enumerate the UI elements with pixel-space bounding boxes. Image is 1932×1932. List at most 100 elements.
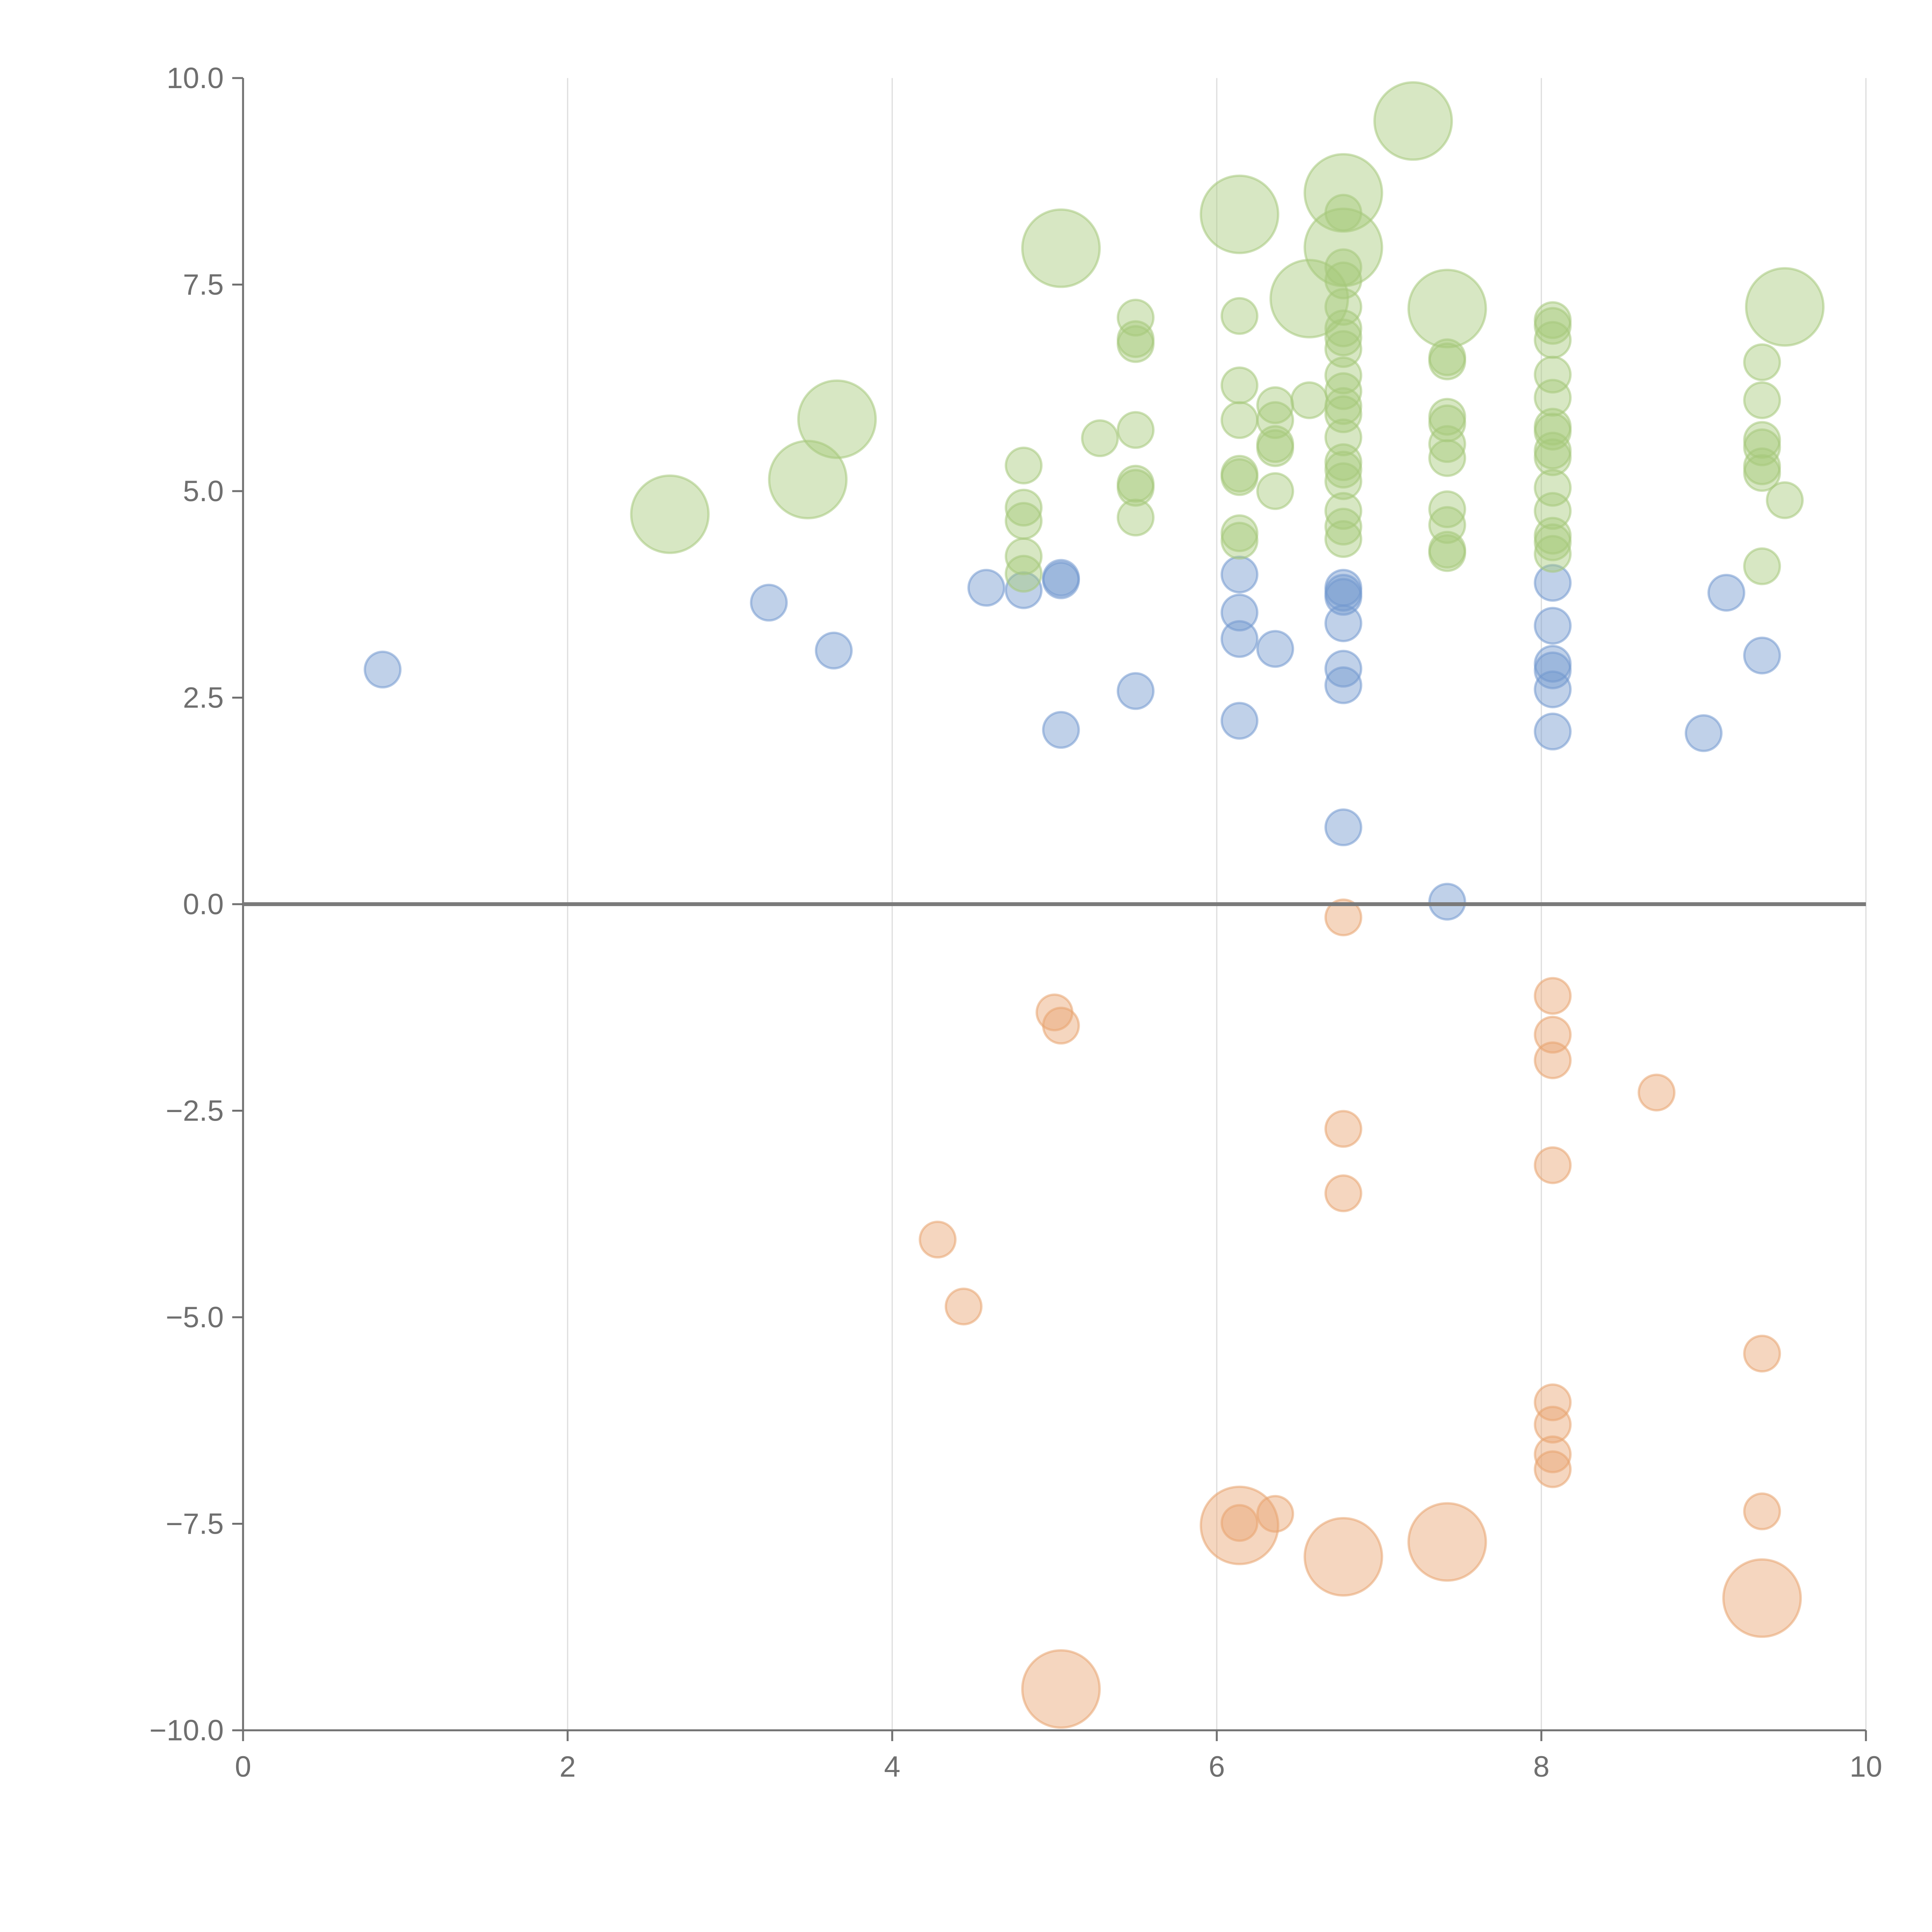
data-point [1117, 498, 1155, 537]
data-point [1324, 194, 1362, 232]
y-tick-label: 10.0 [167, 62, 224, 95]
data-point [1081, 419, 1119, 457]
data-point [1005, 502, 1043, 540]
data-point [1766, 481, 1804, 519]
data-point [1534, 564, 1572, 602]
y-tick-label: −7.5 [166, 1508, 224, 1541]
y-tick-label: 5.0 [183, 475, 224, 508]
data-point [1042, 1007, 1080, 1045]
data-point [1256, 429, 1294, 467]
data-point [1324, 309, 1362, 347]
data-point [768, 440, 848, 520]
data-point [1220, 1504, 1259, 1542]
data-point [815, 631, 853, 670]
y-tick-label: −2.5 [166, 1095, 224, 1128]
data-point [944, 1287, 983, 1326]
data-point [1373, 81, 1453, 161]
y-tick-label: 7.5 [183, 269, 224, 301]
bubble-layer [364, 81, 1825, 1729]
data-point [1021, 208, 1101, 288]
data-point [1534, 1015, 1572, 1054]
data-point [1117, 299, 1155, 337]
data-point [1324, 507, 1362, 546]
data-point [1743, 547, 1781, 585]
data-point [1021, 1649, 1101, 1729]
data-point [1324, 387, 1362, 425]
data-point [1324, 808, 1362, 847]
data-point [1534, 535, 1572, 573]
data-point [1534, 1435, 1572, 1473]
data-point [1707, 573, 1745, 612]
data-point [1324, 462, 1362, 500]
data-point [1005, 571, 1043, 609]
data-point [1199, 174, 1279, 254]
data-point [1745, 267, 1825, 347]
data-point [1220, 702, 1259, 740]
data-point [1534, 1146, 1572, 1184]
data-point [1256, 472, 1294, 510]
x-tick-label: 4 [884, 1750, 900, 1783]
y-tick-label: 2.5 [183, 682, 224, 714]
data-point [1324, 356, 1362, 395]
data-point [1534, 1383, 1572, 1422]
data-point [1534, 1450, 1572, 1488]
data-point [1324, 573, 1362, 612]
data-point [1117, 411, 1155, 449]
data-point [630, 474, 710, 554]
axes: 10.0 7.5 5.0 2.5 0.0 −2.5 −5.0 −7.5 −10.0 0 2 4 6 8 10 [150, 62, 1883, 1783]
data-point [1303, 1517, 1383, 1597]
data-point [1220, 366, 1259, 405]
data-point [1117, 469, 1155, 507]
data-point [1743, 1335, 1781, 1373]
data-point [1428, 883, 1466, 921]
x-tick-label: 10 [1850, 1750, 1883, 1783]
data-point [1220, 522, 1259, 560]
data-point [1534, 977, 1572, 1015]
data-point [1324, 520, 1362, 558]
data-point [797, 379, 877, 459]
data-point [1324, 288, 1362, 326]
data-point [1324, 330, 1362, 368]
data-point [1042, 559, 1080, 597]
data-point [1534, 1405, 1572, 1444]
data-point [1534, 1041, 1572, 1080]
data-point [1005, 554, 1043, 593]
data-point [1534, 438, 1572, 476]
data-point [1324, 261, 1362, 299]
data-point [918, 1221, 957, 1259]
data-point [1117, 325, 1155, 363]
data-point [1324, 451, 1362, 489]
data-point [1005, 488, 1043, 527]
data-point [1743, 636, 1781, 675]
data-point [364, 650, 402, 689]
data-point [1407, 269, 1487, 349]
data-point [1534, 307, 1572, 345]
data-point [1005, 446, 1043, 485]
data-point [1324, 604, 1362, 643]
y-tick-label: −5.0 [166, 1301, 224, 1334]
data-point [1324, 666, 1362, 704]
data-point [1534, 607, 1572, 645]
data-point [1324, 318, 1362, 357]
data-point [1743, 454, 1781, 492]
data-point [1428, 439, 1466, 477]
data-point [1042, 711, 1080, 749]
data-point [1534, 523, 1572, 561]
data-point [1428, 425, 1466, 463]
data-point [1324, 1174, 1362, 1213]
data-point [1428, 534, 1466, 572]
data-point [1743, 428, 1781, 466]
data-point [1324, 492, 1362, 530]
x-tick-label: 2 [560, 1750, 576, 1783]
data-point [1324, 1110, 1362, 1148]
data-point [1743, 1492, 1781, 1531]
data-point [1428, 342, 1466, 381]
data-point [1743, 381, 1781, 419]
data-point [1534, 651, 1572, 689]
data-point [1722, 1558, 1802, 1638]
data-point [1534, 379, 1572, 417]
data-point [1220, 297, 1259, 335]
data-point [1534, 670, 1572, 709]
data-point [967, 569, 1005, 607]
